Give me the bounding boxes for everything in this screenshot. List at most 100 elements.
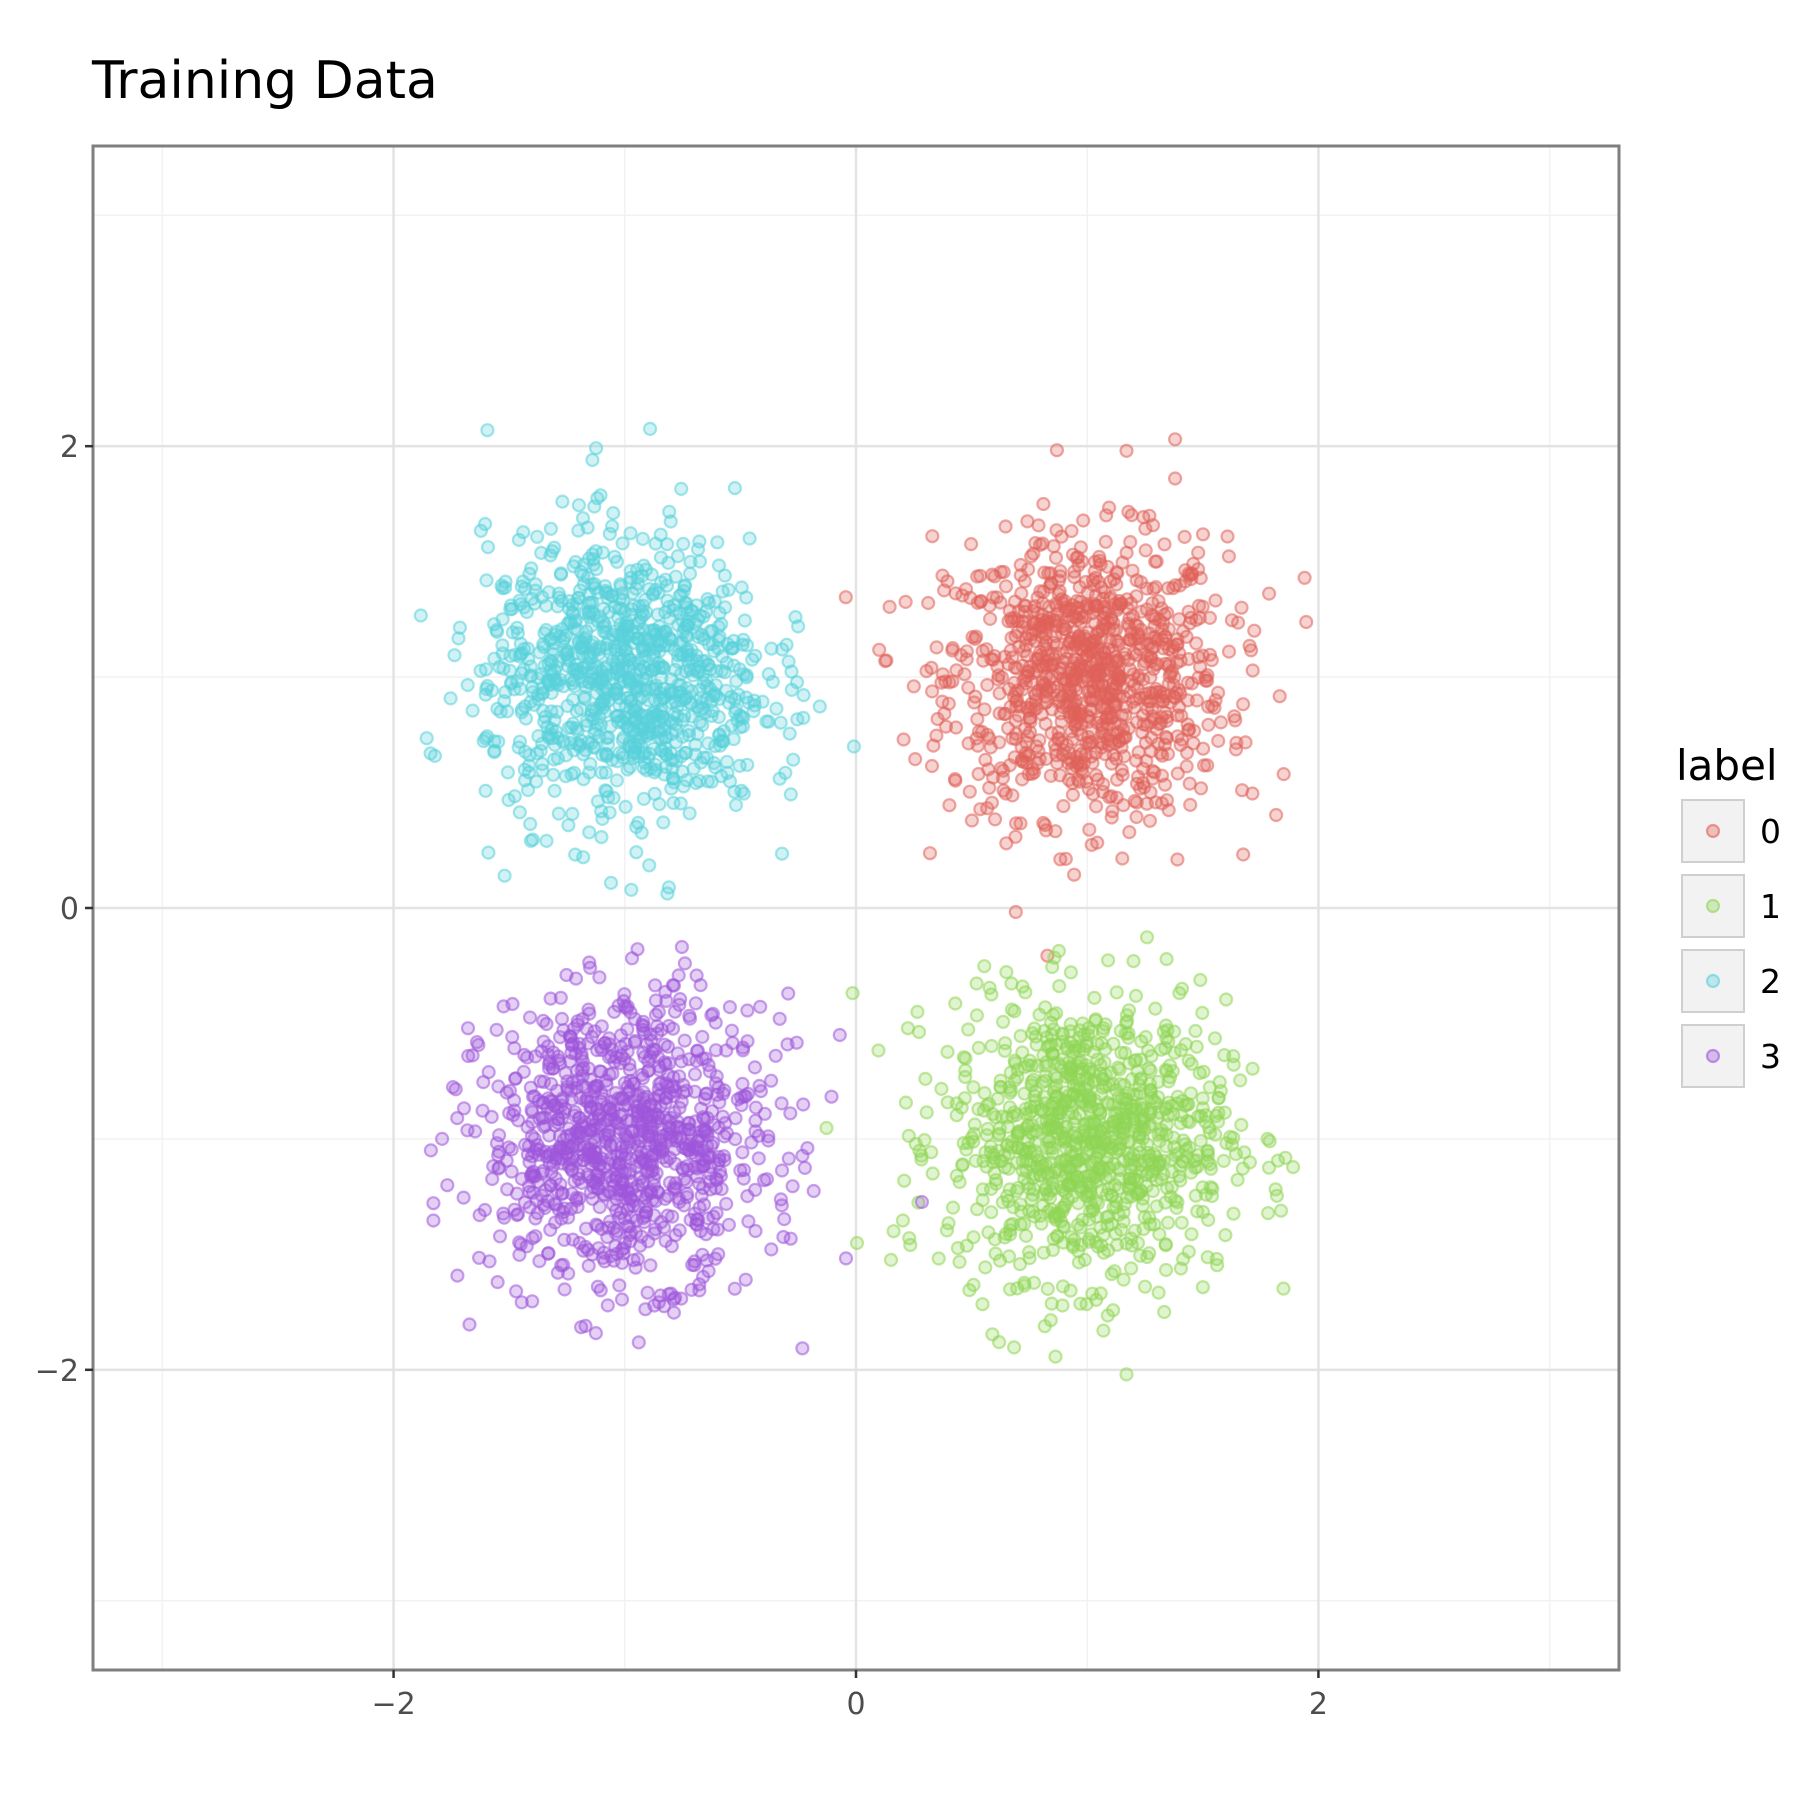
- data-point: [1191, 545, 1206, 560]
- data-point: [593, 1283, 608, 1298]
- data-point: [1133, 1085, 1148, 1101]
- data-point: [1062, 1094, 1077, 1109]
- data-point: [1015, 619, 1030, 634]
- data-point: [603, 875, 619, 891]
- data-point: [1039, 682, 1054, 697]
- data-point: [942, 798, 957, 813]
- data-point: [1040, 1281, 1055, 1297]
- data-point: [1026, 1275, 1042, 1290]
- data-point: [684, 642, 699, 658]
- data-point: [682, 566, 698, 581]
- data-point: [569, 703, 584, 719]
- data-point: [498, 580, 513, 595]
- data-point: [1157, 537, 1172, 552]
- data-point: [747, 693, 762, 708]
- data-point: [1094, 725, 1110, 740]
- data-point: [1143, 650, 1158, 665]
- data-point: [971, 1040, 986, 1056]
- data-point: [1175, 624, 1191, 639]
- data-point: [1193, 972, 1208, 988]
- data-point: [1119, 545, 1134, 560]
- data-point: [1189, 1153, 1204, 1168]
- data-point: [1190, 1204, 1205, 1219]
- data-point: [838, 590, 853, 605]
- data-point: [647, 757, 663, 772]
- data-point: [1184, 1227, 1199, 1242]
- data-point: [1011, 1180, 1026, 1196]
- data-point: [629, 845, 644, 860]
- data-point: [1167, 471, 1183, 486]
- data-point: [919, 1105, 934, 1120]
- data-point: [512, 1235, 527, 1250]
- data-point: [1245, 663, 1260, 678]
- data-point: [501, 792, 516, 808]
- data-point: [902, 1231, 917, 1246]
- data-point: [727, 481, 743, 496]
- data-point: [595, 545, 610, 560]
- data-point: [505, 1029, 520, 1045]
- data-point: [991, 672, 1006, 687]
- data-point: [740, 757, 755, 772]
- data-point: [734, 580, 749, 595]
- legend-marker: [1705, 1048, 1721, 1064]
- data-point: [969, 976, 984, 991]
- data-point: [1085, 680, 1101, 695]
- data-point: [1112, 673, 1127, 688]
- data-point: [634, 1067, 650, 1082]
- data-point: [693, 690, 708, 706]
- data-point: [499, 1085, 514, 1100]
- data-point: [1179, 1142, 1194, 1157]
- data-point: [1007, 1004, 1022, 1019]
- data-point: [1073, 1220, 1088, 1235]
- data-point: [1144, 730, 1159, 745]
- data-point: [979, 1098, 994, 1113]
- data-point: [1073, 758, 1088, 773]
- data-point: [1065, 775, 1080, 791]
- data-point: [616, 730, 631, 745]
- data-point: [1201, 717, 1216, 732]
- data-point: [665, 1209, 680, 1224]
- data-point: [1159, 951, 1174, 967]
- data-point: [1072, 601, 1087, 616]
- data-point: [776, 1229, 791, 1245]
- data-point: [1151, 594, 1166, 609]
- legend: label 0 1 2 3: [1676, 741, 1781, 1088]
- legend-item-2: 2: [1681, 949, 1781, 1013]
- data-point: [629, 1159, 644, 1174]
- data-point: [490, 701, 505, 716]
- data-point: [735, 1076, 750, 1092]
- data-point: [652, 1088, 668, 1103]
- data-point: [1053, 563, 1068, 579]
- data-point: [502, 1105, 517, 1121]
- data-point: [529, 1141, 544, 1157]
- data-point: [1006, 1340, 1022, 1355]
- data-point: [600, 1298, 615, 1313]
- data-point: [1034, 682, 1050, 697]
- data-point: [1184, 676, 1200, 691]
- data-point: [1049, 443, 1065, 458]
- data-point: [1029, 1037, 1044, 1052]
- data-point: [656, 1220, 672, 1235]
- data-point: [1036, 1245, 1051, 1260]
- data-point: [1149, 684, 1164, 700]
- series-1: [819, 930, 1301, 1382]
- data-point: [1048, 1349, 1063, 1364]
- data-point: [734, 783, 749, 799]
- data-point: [1010, 1281, 1025, 1296]
- data-point: [769, 701, 784, 716]
- legend-marker: [1705, 823, 1721, 839]
- data-point: [478, 687, 493, 702]
- data-point: [666, 603, 681, 618]
- data-point: [1124, 1157, 1139, 1172]
- data-point: [676, 1077, 691, 1093]
- data-point: [684, 1282, 699, 1297]
- data-point: [952, 1254, 967, 1270]
- data-point: [1104, 810, 1119, 825]
- data-point: [426, 1196, 441, 1211]
- data-point: [667, 706, 682, 722]
- data-point: [1195, 1091, 1210, 1106]
- data-point: [1117, 646, 1133, 662]
- data-point: [1203, 1180, 1218, 1195]
- data-point: [596, 1160, 612, 1176]
- data-point: [602, 526, 617, 541]
